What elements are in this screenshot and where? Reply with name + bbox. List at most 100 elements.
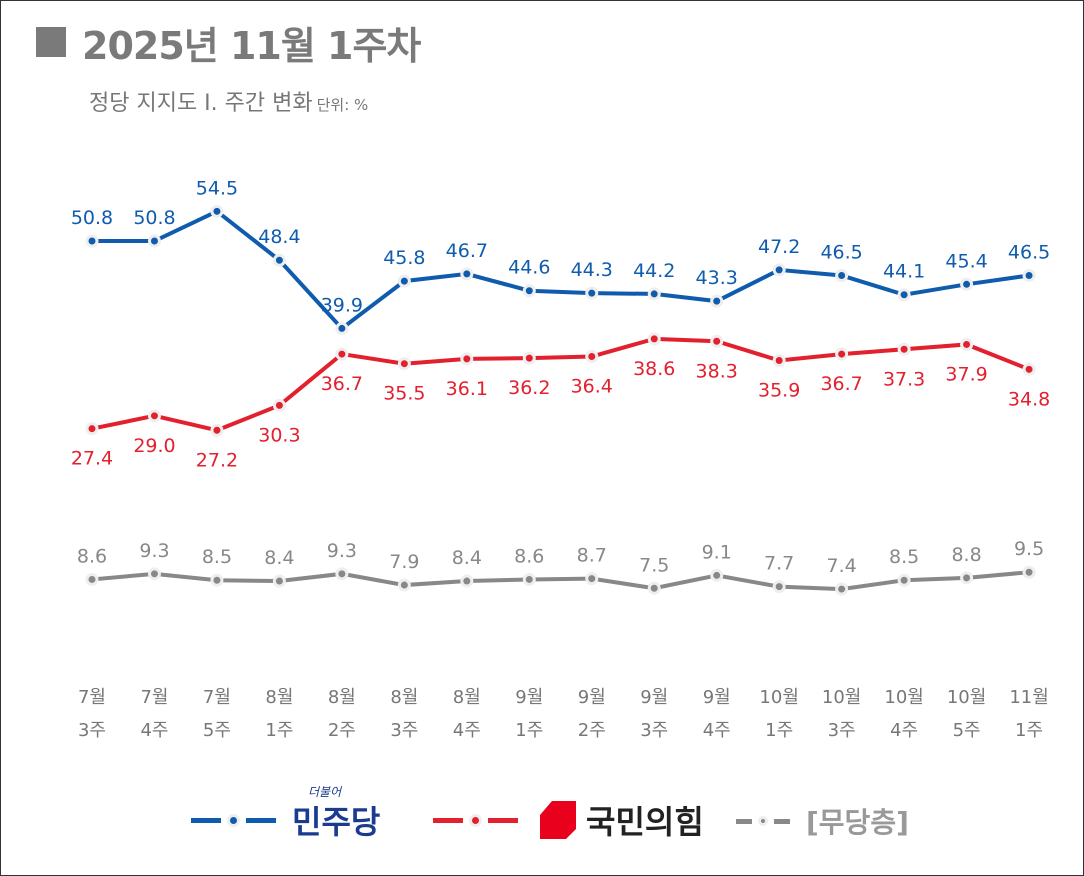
data-point xyxy=(960,337,974,351)
data-point xyxy=(647,581,661,595)
data-label: 39.9 xyxy=(321,294,363,316)
data-point xyxy=(397,274,411,288)
legend: 더불어 민주당 국민의힘 [무당층] xyxy=(1,785,1083,847)
data-point xyxy=(210,204,224,218)
legend-dem-logo-small: 더불어 xyxy=(308,785,342,799)
data-label: 9.5 xyxy=(1014,538,1044,560)
data-label: 29.0 xyxy=(133,435,175,457)
data-label: 27.2 xyxy=(196,449,238,471)
data-label: 36.4 xyxy=(571,375,613,397)
data-point xyxy=(460,574,474,588)
data-point xyxy=(1022,362,1036,376)
data-label: 36.1 xyxy=(446,378,488,400)
series-line-0 xyxy=(92,208,1030,332)
data-label: 50.8 xyxy=(133,207,175,229)
data-point xyxy=(522,351,536,365)
x-tick-label: 8월 1주 xyxy=(265,687,293,741)
data-label: 30.3 xyxy=(258,424,300,446)
data-label: 45.4 xyxy=(945,250,987,272)
unit-label: 단위: % xyxy=(316,96,369,114)
data-point xyxy=(960,277,974,291)
x-tick-label: 7월 5주 xyxy=(203,687,231,741)
data-label: 27.4 xyxy=(71,448,113,470)
data-label: 8.4 xyxy=(452,547,482,569)
legend-label-democratic: 민주당 xyxy=(292,803,381,841)
data-point xyxy=(522,572,536,586)
legend-item-independent: [무당층] xyxy=(736,801,909,841)
data-point xyxy=(835,268,849,282)
data-label: 50.8 xyxy=(71,207,113,229)
data-point xyxy=(335,347,349,361)
data-point xyxy=(210,423,224,437)
data-point xyxy=(397,578,411,592)
x-tick-label: 9월 4주 xyxy=(703,687,731,741)
data-label: 43.3 xyxy=(696,267,738,289)
x-tick-label: 10월 5주 xyxy=(947,687,986,741)
data-point xyxy=(272,398,286,412)
data-label: 9.1 xyxy=(702,541,732,563)
data-label: 44.3 xyxy=(571,259,613,281)
data-point xyxy=(710,568,724,582)
data-label: 44.2 xyxy=(633,260,675,282)
data-point xyxy=(460,352,474,366)
data-label: 9.3 xyxy=(327,540,357,562)
data-label: 46.5 xyxy=(1008,241,1050,263)
data-point xyxy=(647,287,661,301)
x-tick-label: 9월 3주 xyxy=(640,687,668,741)
square-bullet-icon xyxy=(36,27,66,57)
data-point xyxy=(960,571,974,585)
data-label: 48.4 xyxy=(258,226,300,248)
data-point xyxy=(585,572,599,586)
data-label: 36.7 xyxy=(321,373,363,395)
subtitle-text: 정당 지지도 Ⅰ. 주간 변화 xyxy=(89,91,313,116)
data-point xyxy=(85,422,99,436)
x-tick-label: 8월 4주 xyxy=(453,687,481,741)
legend-line-icon xyxy=(191,813,276,827)
data-point xyxy=(772,263,786,277)
subtitle: 정당 지지도 Ⅰ. 주간 변화 단위: % xyxy=(89,85,368,117)
data-point xyxy=(710,334,724,348)
data-label: 8.6 xyxy=(77,545,107,567)
x-tick-label: 10월 3주 xyxy=(822,687,861,741)
data-label: 44.1 xyxy=(883,261,925,283)
title-text: 2025년 11월 1주차 xyxy=(82,24,421,68)
data-label: 44.6 xyxy=(508,257,550,279)
x-tick-label: 11월 1주 xyxy=(1009,687,1048,741)
data-point xyxy=(897,288,911,302)
data-point xyxy=(85,234,99,248)
data-point xyxy=(272,253,286,267)
legend-label-ppp: 국민의힘 xyxy=(586,803,704,841)
data-point xyxy=(897,573,911,587)
data-point xyxy=(85,572,99,586)
page-title: 2025년 11월 1주차 xyxy=(36,15,421,70)
data-point xyxy=(147,567,161,581)
x-tick-label: 7월 3주 xyxy=(78,687,106,741)
data-label: 7.9 xyxy=(389,551,419,573)
data-label: 36.7 xyxy=(820,373,862,395)
legend-label-independent: [무당층] xyxy=(806,806,909,839)
data-label: 8.7 xyxy=(577,545,607,567)
data-point xyxy=(210,573,224,587)
data-point xyxy=(1022,268,1036,282)
data-point xyxy=(585,349,599,363)
legend-line-icon xyxy=(433,813,518,827)
data-point xyxy=(335,321,349,335)
data-label: 47.2 xyxy=(758,236,800,258)
data-label: 8.4 xyxy=(264,547,294,569)
data-label: 34.8 xyxy=(1008,388,1050,410)
data-label: 8.8 xyxy=(951,544,981,566)
x-tick-label: 9월 1주 xyxy=(515,687,543,741)
data-point xyxy=(147,234,161,248)
data-point xyxy=(897,342,911,356)
data-label: 9.3 xyxy=(139,540,169,562)
x-tick-label: 10월 1주 xyxy=(759,687,798,741)
data-label: 38.6 xyxy=(633,358,675,380)
data-point xyxy=(1022,565,1036,579)
data-label: 45.8 xyxy=(383,247,425,269)
x-tick-label: 7월 4주 xyxy=(140,687,168,741)
legend-line-icon xyxy=(736,816,790,826)
data-point xyxy=(835,347,849,361)
x-tick-label: 10월 4주 xyxy=(884,687,923,741)
legend-item-ppp: 국민의힘 xyxy=(433,797,704,843)
data-point xyxy=(772,353,786,367)
